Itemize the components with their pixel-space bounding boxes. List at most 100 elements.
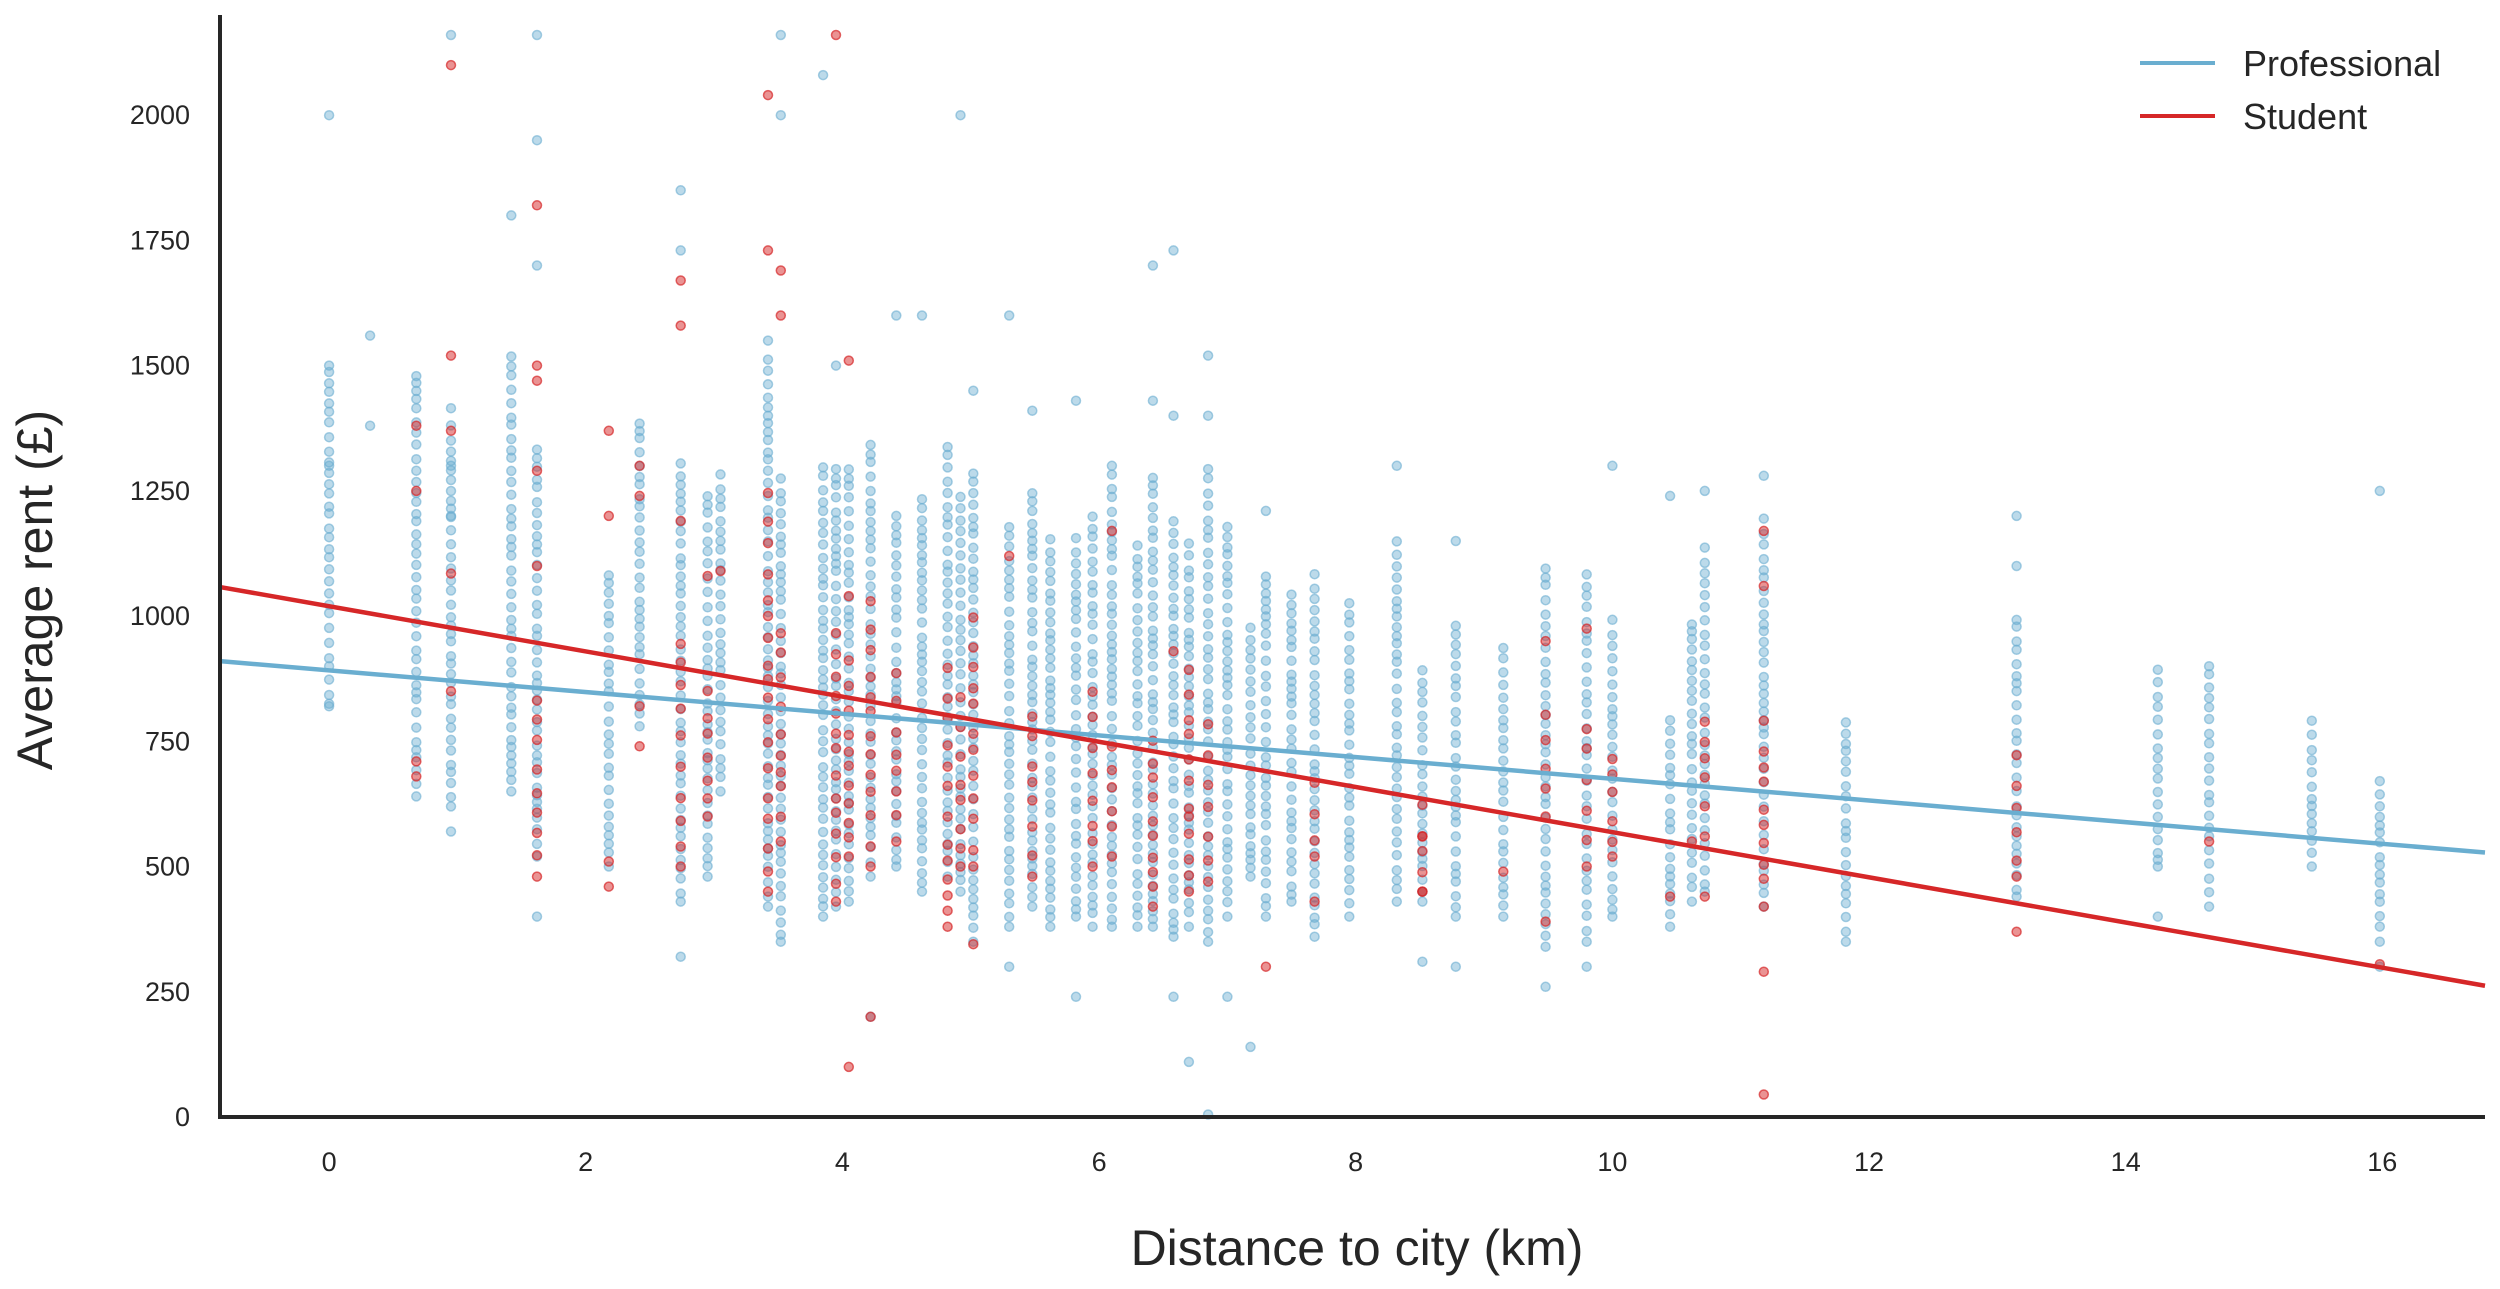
student-point: [1758, 580, 1770, 592]
professional-point: [891, 560, 902, 571]
professional-point: [1391, 761, 1403, 773]
professional-point: [1147, 689, 1159, 700]
professional-point: [603, 632, 615, 643]
professional-point: [1450, 774, 1462, 785]
professional-point: [1417, 818, 1428, 830]
professional-point: [715, 627, 726, 639]
professional-point: [323, 478, 335, 490]
professional-point: [2152, 691, 2164, 703]
student-point: [1540, 635, 1551, 647]
professional-point: [506, 588, 517, 600]
professional-point: [411, 538, 422, 550]
professional-point: [1286, 781, 1297, 792]
professional-point: [1260, 604, 1272, 615]
student-point: [1147, 792, 1159, 803]
professional-point: [1450, 706, 1462, 718]
professional-point: [916, 796, 928, 808]
professional-point: [1450, 691, 1462, 703]
professional-point: [1147, 602, 1159, 613]
professional-point: [817, 674, 829, 685]
professional-point: [1607, 729, 1618, 741]
professional-point: [445, 460, 457, 472]
professional-point: [916, 594, 928, 606]
professional-point: [1070, 991, 1082, 1003]
student-point: [634, 460, 645, 472]
professional-point: [411, 687, 422, 698]
professional-point: [1168, 859, 1179, 871]
professional-point: [968, 902, 979, 913]
student-point: [675, 861, 686, 872]
student-point: [1699, 716, 1711, 727]
professional-point: [1202, 500, 1214, 511]
professional-point: [1070, 670, 1082, 681]
professional-point: [1003, 875, 1015, 886]
professional-point: [843, 491, 855, 503]
student-point: [1664, 891, 1676, 902]
professional-point: [1309, 646, 1320, 657]
professional-point: [1132, 820, 1143, 831]
professional-point: [1286, 856, 1297, 867]
professional-point: [955, 624, 966, 636]
professional-point: [715, 600, 726, 612]
student-point: [968, 813, 979, 824]
student-point: [830, 828, 842, 839]
student-point: [1758, 746, 1770, 757]
professional-point: [968, 836, 979, 847]
professional-point: [1045, 595, 1056, 606]
professional-point: [1087, 619, 1098, 630]
professional-point: [1106, 646, 1118, 658]
student-point: [675, 275, 686, 286]
professional-point: [1450, 737, 1462, 749]
professional-point: [411, 666, 422, 678]
professional-point: [1222, 602, 1233, 614]
professional-point: [506, 623, 517, 634]
professional-point: [1106, 619, 1118, 631]
professional-point: [1222, 778, 1233, 790]
professional-point: [1758, 513, 1770, 524]
professional-point: [1391, 883, 1403, 895]
professional-point: [942, 577, 953, 588]
professional-point: [634, 721, 645, 732]
student-point: [843, 680, 855, 692]
professional-point: [1045, 736, 1056, 748]
professional-point: [506, 445, 517, 456]
student-point: [762, 632, 774, 644]
professional-point: [1147, 839, 1159, 851]
professional-point: [1581, 925, 1592, 937]
professional-point: [715, 786, 726, 797]
professional-point: [968, 874, 979, 886]
student-point: [1202, 779, 1214, 791]
professional-point: [445, 474, 457, 486]
professional-point: [1045, 892, 1056, 903]
professional-point: [445, 612, 457, 623]
professional-point: [1202, 664, 1214, 675]
professional-point: [1286, 669, 1297, 680]
professional-point: [830, 593, 842, 605]
professional-point: [1450, 810, 1462, 821]
professional-point: [1498, 889, 1509, 900]
student-point: [1027, 795, 1038, 806]
student-point: [634, 741, 645, 752]
professional-point: [715, 647, 726, 659]
professional-point: [1070, 838, 1082, 849]
professional-point: [1260, 780, 1272, 791]
student-point: [1699, 736, 1711, 748]
professional-point: [603, 598, 615, 610]
student-point: [891, 786, 902, 797]
student-point: [1309, 896, 1320, 907]
professional-point: [1202, 593, 1214, 604]
professional-point: [1309, 823, 1320, 834]
x-tick-label: 12: [1854, 1147, 1884, 1177]
professional-point: [955, 734, 966, 745]
professional-point: [1686, 731, 1698, 742]
professional-point: [1450, 639, 1462, 651]
professional-point: [702, 536, 713, 547]
professional-point: [1450, 961, 1462, 972]
professional-point: [1222, 656, 1233, 667]
professional-point: [2203, 886, 2215, 898]
professional-point: [2374, 896, 2386, 907]
professional-point: [2306, 754, 2318, 766]
professional-point: [1540, 941, 1551, 952]
professional-point: [762, 524, 774, 536]
professional-point: [531, 444, 543, 455]
